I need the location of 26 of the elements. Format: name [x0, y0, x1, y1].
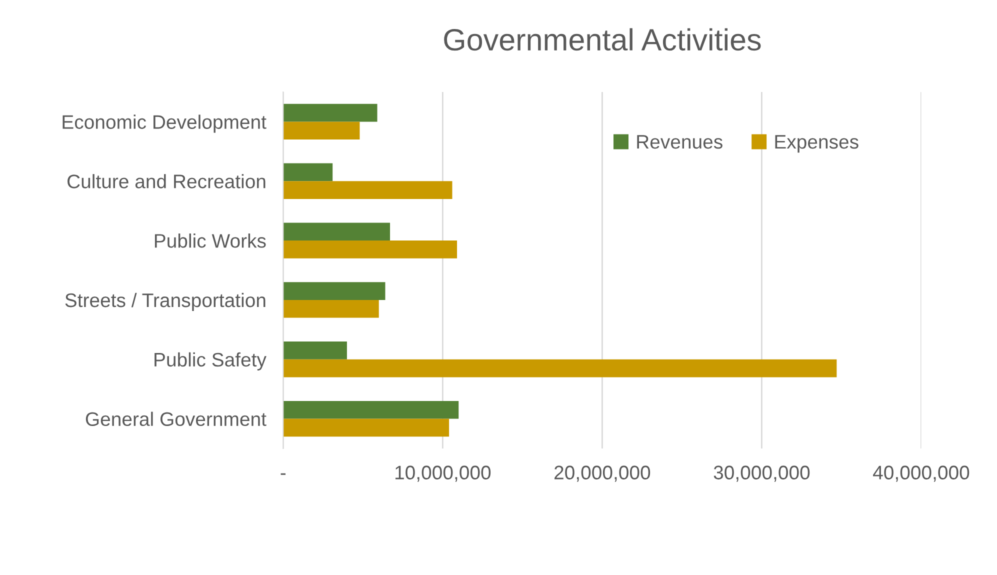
chart-title: Governmental Activities: [444, 28, 761, 51]
bar: [283, 300, 379, 318]
y-tick-label: Culture and Recreation: [68, 174, 266, 188]
bar: [283, 418, 450, 437]
x-tick-label: 30,000,000: [714, 466, 810, 482]
x-tick-label: -: [280, 473, 286, 475]
legend-label: Expenses: [775, 135, 858, 153]
legend-label: Revenues: [637, 135, 722, 149]
y-tick-label: Public Safety: [154, 352, 266, 370]
y-tick-label: General Government: [86, 412, 266, 426]
bar: [283, 163, 333, 182]
x-tick-label: 20,000,000: [554, 466, 650, 482]
x-tick-label: 40,000,000: [873, 466, 970, 482]
y-tick-label: Economic Development: [62, 114, 266, 133]
bar: [283, 342, 347, 360]
x-tick-label: 10,000,000: [395, 466, 491, 482]
bar: [283, 122, 360, 140]
bar: [283, 222, 390, 241]
y-tick-label: Streets / Transportation: [65, 292, 266, 312]
bar: [283, 359, 837, 378]
bar: [283, 400, 459, 419]
y-tick-label: Public Works: [154, 233, 266, 248]
bar: [283, 104, 378, 122]
bar: [283, 181, 452, 199]
bar: [283, 240, 458, 258]
bar: [283, 282, 386, 300]
